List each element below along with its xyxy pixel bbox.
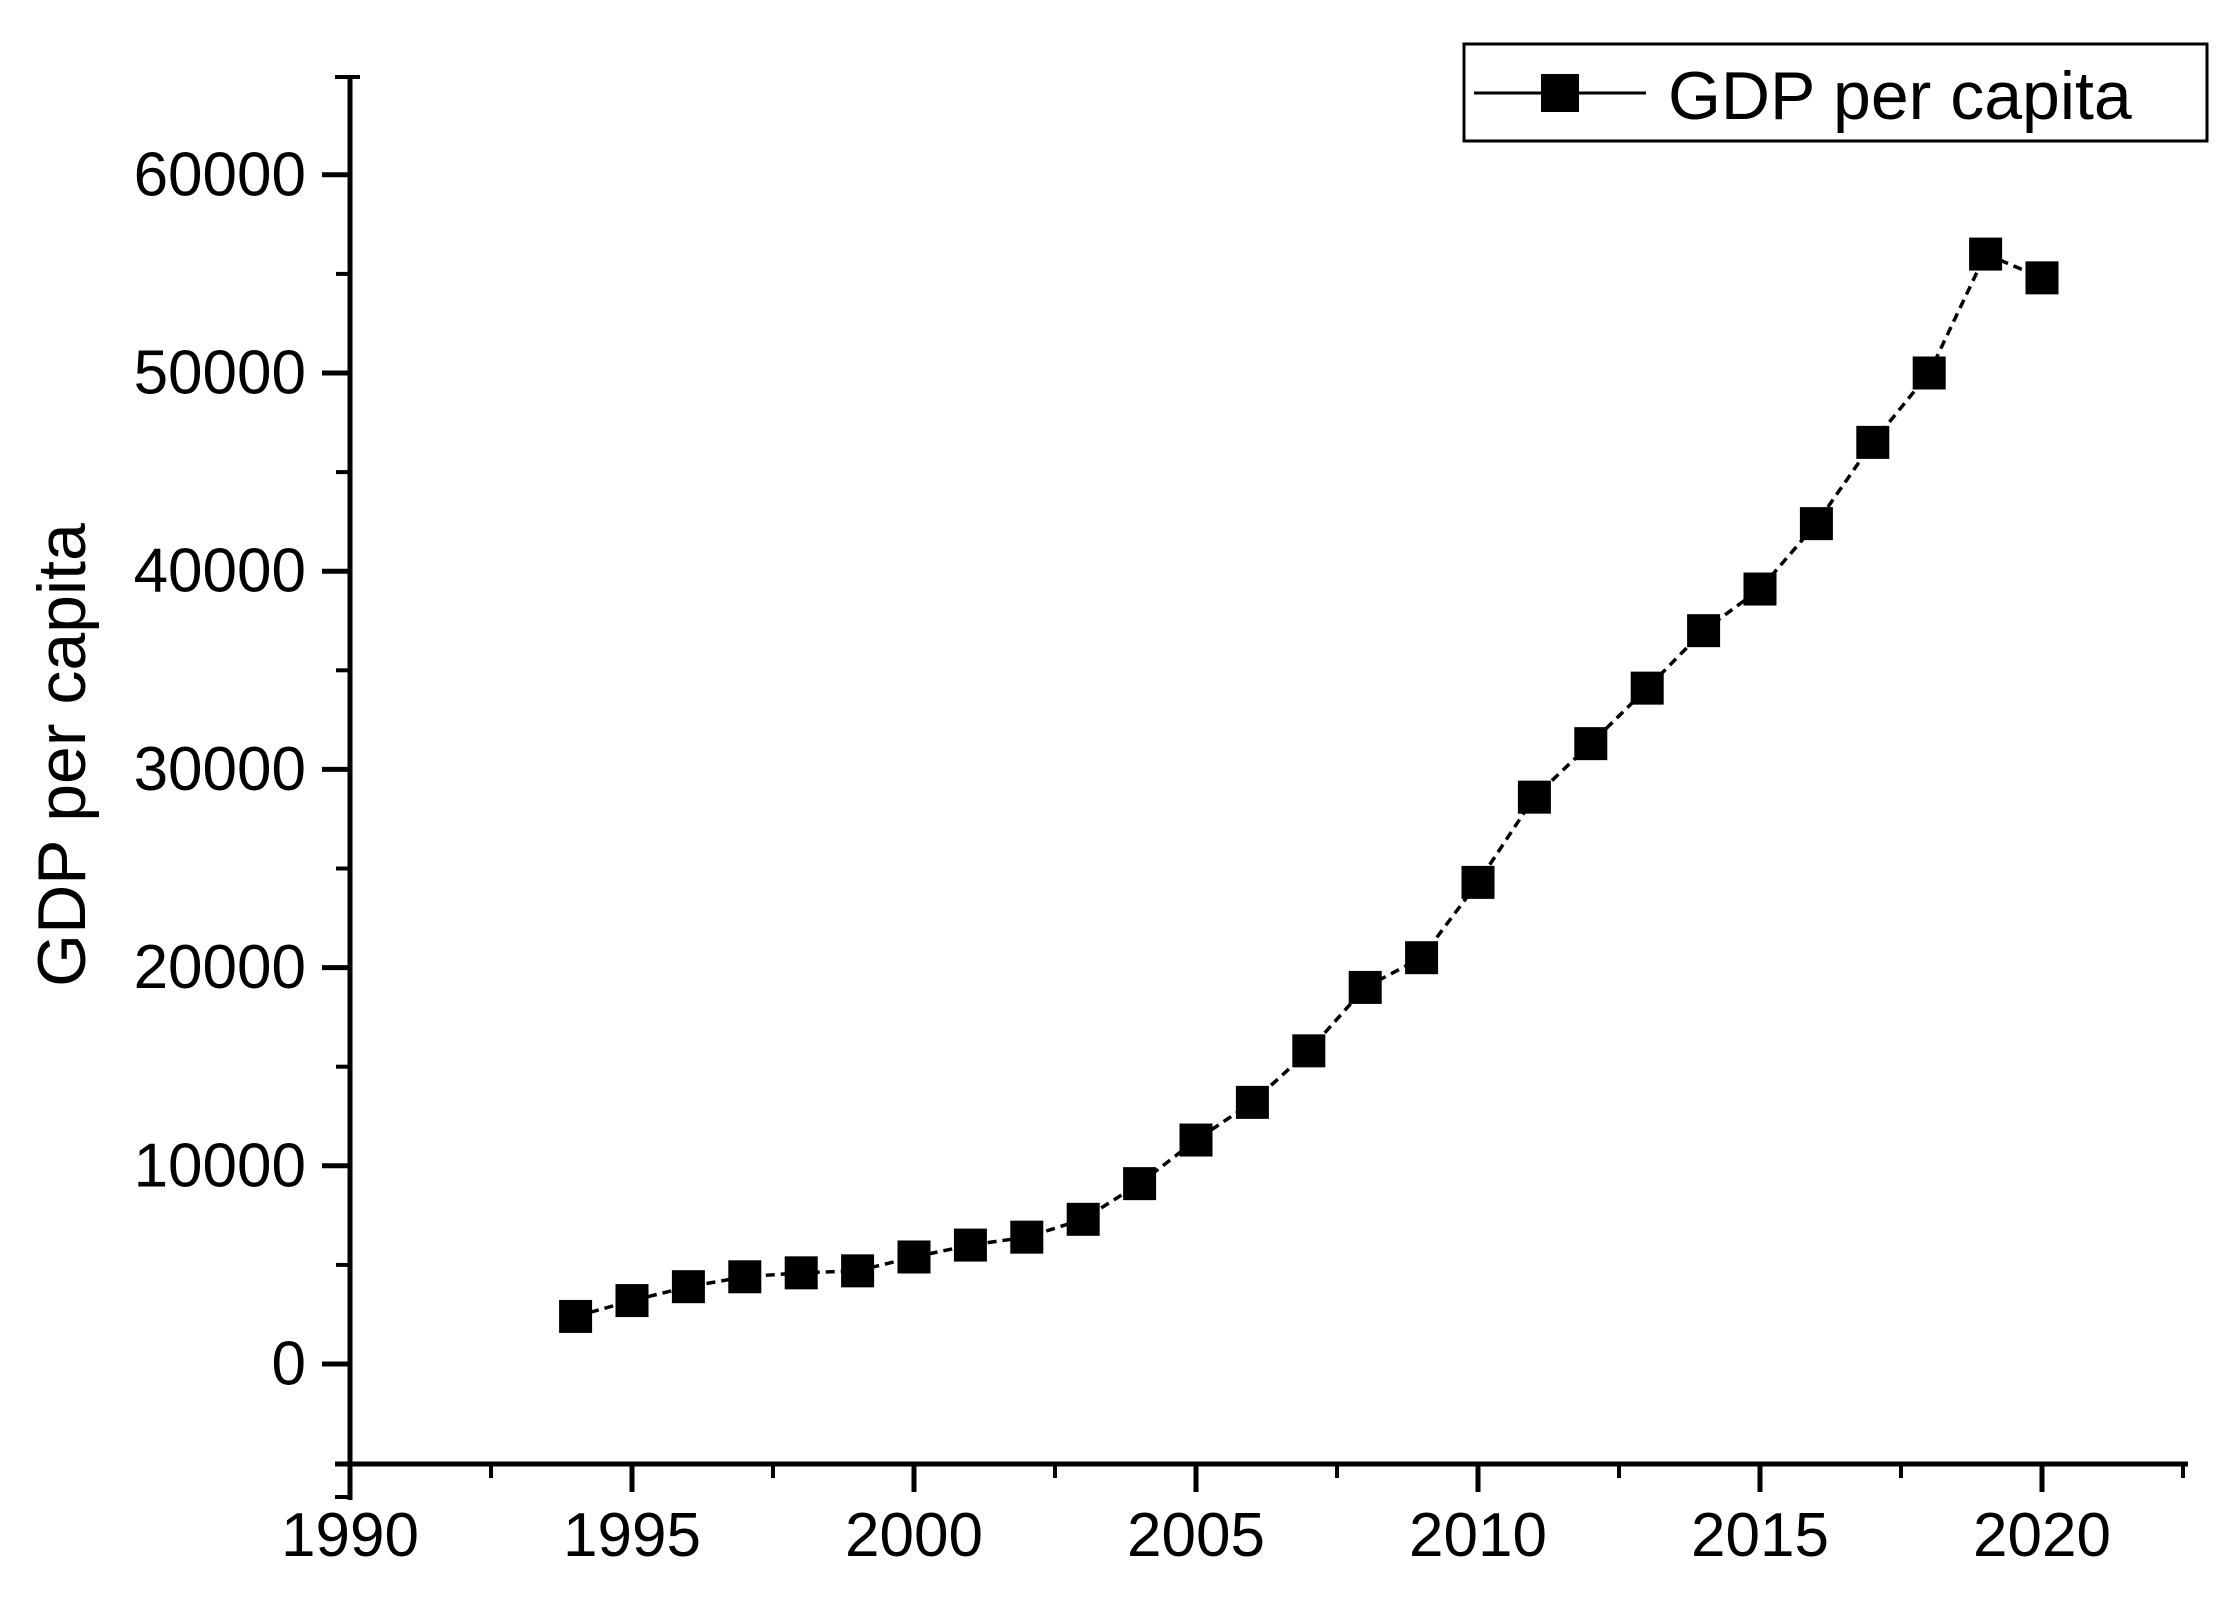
x-tick-label: 2020 (1973, 1501, 2111, 1570)
x-tick-label: 2010 (1409, 1501, 1547, 1570)
series-line (575, 251, 2043, 1319)
data-point-2005 (1179, 1123, 1213, 1157)
data-point-1998 (784, 1256, 818, 1290)
data-point-2008 (1348, 970, 1382, 1004)
x-tick-label: 2000 (845, 1501, 983, 1570)
data-point-2003 (1066, 1202, 1100, 1236)
data-point-2007 (1292, 1034, 1326, 1068)
data-point-2000 (897, 1240, 931, 1274)
x-tick-label: 2005 (1127, 1501, 1265, 1570)
data-point-2016 (1799, 507, 1833, 541)
data-point-2017 (1856, 425, 1890, 459)
data-point-1999 (841, 1254, 875, 1288)
legend-label: GDP per capita (1668, 58, 2132, 134)
data-point-1996 (671, 1270, 705, 1304)
y-axis-title: GDP per capita (24, 523, 100, 987)
x-tick-label: 1990 (281, 1501, 419, 1570)
data-point-2009 (1405, 941, 1439, 975)
y-axis: 0 10000 20000 30000 40000 50000 60000 (134, 75, 360, 1500)
y-tick-label: 0 (272, 1330, 306, 1399)
data-point-2004 (1123, 1167, 1157, 1201)
y-tick-label: 60000 (134, 140, 306, 209)
data-point-1994 (559, 1299, 593, 1333)
data-point-2006 (1235, 1085, 1269, 1119)
data-point-1995 (615, 1284, 649, 1318)
data-point-1997 (728, 1260, 762, 1294)
data-point-2012 (1574, 727, 1608, 761)
data-point-2002 (1010, 1220, 1044, 1254)
data-point-2014 (1687, 614, 1721, 648)
x-axis: 1990 1995 2000 2005 2010 2015 2020 (281, 1461, 2188, 1570)
y-tick-label: 20000 (134, 933, 306, 1002)
data-point-2020 (2025, 261, 2059, 295)
legend: GDP per capita (1462, 42, 2209, 143)
data-point-2019 (1969, 237, 2003, 271)
x-tick-label: 1995 (563, 1501, 701, 1570)
data-point-2013 (1630, 671, 1664, 705)
data-point-2010 (1461, 865, 1495, 899)
data-series (559, 237, 2059, 1333)
y-tick-label: 10000 (134, 1131, 306, 1200)
data-point-2011 (1517, 780, 1551, 814)
y-tick-label: 30000 (134, 735, 306, 804)
x-tick-label: 2015 (1691, 1501, 1829, 1570)
y-tick-label: 50000 (134, 339, 306, 408)
data-point-2015 (1743, 572, 1777, 606)
legend-square-marker-icon (1541, 74, 1579, 112)
y-tick-label: 40000 (134, 537, 306, 606)
data-point-2018 (1912, 356, 1946, 390)
data-point-2001 (953, 1228, 987, 1262)
